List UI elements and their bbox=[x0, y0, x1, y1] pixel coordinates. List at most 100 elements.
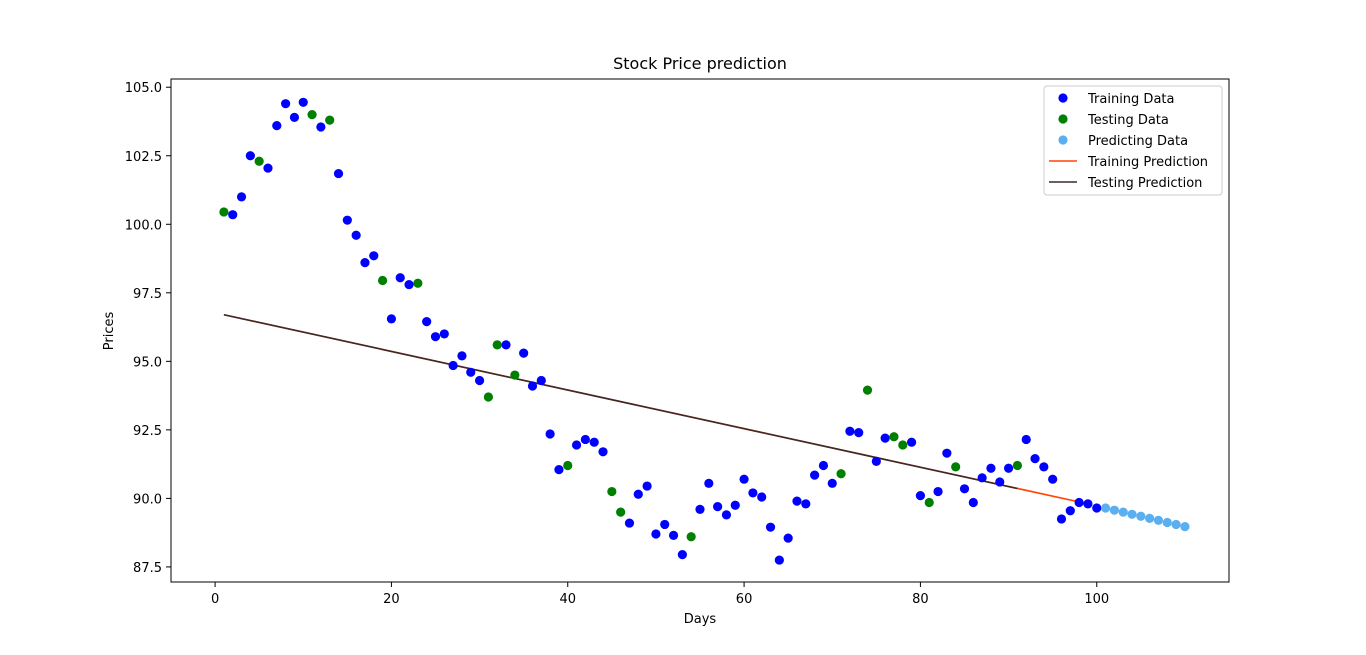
training-data-point bbox=[986, 463, 996, 473]
training-data-point bbox=[571, 440, 582, 450]
training-data-point bbox=[695, 504, 705, 514]
testing-data-point bbox=[413, 278, 423, 288]
training-data-point bbox=[959, 484, 970, 494]
training-data-point bbox=[739, 474, 749, 484]
training-data-point bbox=[536, 375, 546, 386]
y-tick-label: 105.0 bbox=[125, 81, 162, 96]
x-axis-label: Days bbox=[684, 612, 717, 627]
training-data-point bbox=[968, 497, 978, 508]
training-data-point bbox=[730, 500, 740, 510]
training-data-point bbox=[430, 332, 441, 342]
training-data-point bbox=[801, 499, 811, 509]
testing-data-point bbox=[924, 497, 934, 508]
testing-data-point bbox=[254, 156, 264, 166]
predicting-data-point bbox=[1118, 507, 1128, 517]
training-data-point bbox=[668, 530, 679, 541]
training-data-point bbox=[598, 447, 608, 457]
training-data-point bbox=[818, 460, 829, 471]
training-data-point bbox=[228, 210, 238, 220]
training-data-point bbox=[554, 465, 564, 475]
testing-data-point bbox=[862, 385, 873, 395]
training-data-point bbox=[527, 381, 538, 391]
training-data-point bbox=[236, 192, 247, 202]
plot-area bbox=[219, 97, 1190, 565]
testing-data-point bbox=[483, 392, 493, 402]
training-data-point bbox=[1003, 463, 1014, 473]
legend-label: Training Prediction bbox=[1087, 155, 1208, 170]
training-data-point bbox=[915, 491, 926, 501]
x-axis: 0 20 40 60 80 100 bbox=[211, 582, 1109, 607]
training-data-point bbox=[871, 456, 881, 466]
training-data-point bbox=[660, 519, 670, 530]
training-data-point bbox=[1030, 454, 1040, 464]
training-data-point bbox=[272, 120, 282, 131]
legend-marker bbox=[1058, 114, 1068, 124]
predicting-data-point bbox=[1127, 509, 1137, 519]
predicting-data-point bbox=[1100, 503, 1111, 513]
training-data-point bbox=[810, 470, 820, 480]
training-data-point bbox=[404, 279, 414, 290]
x-tick-label: 40 bbox=[559, 592, 576, 607]
y-tick-label: 100.0 bbox=[125, 218, 162, 233]
training-data-point bbox=[351, 230, 361, 240]
testing-data-point bbox=[325, 115, 335, 125]
training-data-point bbox=[880, 433, 890, 443]
training-data-point bbox=[316, 122, 326, 132]
y-tick-label: 90.0 bbox=[133, 492, 162, 507]
training-data-point bbox=[995, 477, 1005, 487]
predicting-data-point bbox=[1145, 513, 1155, 524]
training-data-point bbox=[263, 163, 273, 173]
predicting-data-point bbox=[1162, 517, 1172, 528]
training-data-point bbox=[333, 168, 344, 179]
testing-data-point bbox=[951, 462, 961, 472]
legend-label: Testing Data bbox=[1087, 113, 1169, 128]
y-tick-label: 95.0 bbox=[133, 355, 162, 370]
training-data-point bbox=[757, 492, 767, 502]
testing-data-point bbox=[836, 469, 846, 479]
training-data-point bbox=[713, 502, 723, 512]
training-data-point bbox=[827, 478, 837, 488]
training-data-point bbox=[360, 258, 370, 268]
testing-data-point bbox=[492, 340, 502, 350]
training-data-point bbox=[589, 437, 599, 447]
x-tick-label: 100 bbox=[1084, 592, 1109, 607]
training-data-point bbox=[1039, 462, 1049, 472]
training-data-point bbox=[342, 215, 352, 225]
legend-label: Training Data bbox=[1087, 92, 1174, 107]
legend-marker bbox=[1058, 93, 1068, 103]
testing-data-point bbox=[1012, 460, 1023, 471]
testing-data-point bbox=[616, 507, 626, 517]
legend-box bbox=[1043, 85, 1223, 196]
training-data-point bbox=[783, 533, 793, 543]
training-data-point bbox=[642, 481, 652, 491]
training-data-point bbox=[545, 429, 555, 439]
training-data-point bbox=[651, 529, 661, 539]
training-data-point bbox=[933, 486, 943, 497]
predicting-data-point bbox=[1180, 522, 1190, 532]
testing-data-point bbox=[607, 486, 617, 497]
training-data-point bbox=[704, 478, 714, 488]
training-data-point bbox=[501, 340, 511, 350]
training-data-point bbox=[519, 348, 529, 358]
y-axis: 87.5 90.0 92.5 95.0 97.5 100.0 102.5 105.0 bbox=[125, 81, 171, 576]
y-tick-label: 92.5 bbox=[133, 424, 162, 439]
testing-data-point bbox=[686, 532, 696, 542]
training-data-point bbox=[580, 434, 590, 445]
training-data-point bbox=[1092, 503, 1102, 513]
training-data-point bbox=[677, 549, 687, 560]
y-tick-label: 102.5 bbox=[125, 150, 162, 165]
training-data-point bbox=[281, 99, 291, 109]
chart-title: Stock Price prediction bbox=[613, 54, 787, 73]
training-data-point bbox=[466, 367, 476, 377]
testing-data-point bbox=[307, 110, 317, 120]
testing-data-point bbox=[563, 460, 573, 471]
training-data-point bbox=[1083, 499, 1093, 509]
x-tick-label: 0 bbox=[211, 592, 219, 607]
training-data-point bbox=[854, 428, 864, 438]
training-data-point bbox=[721, 510, 732, 520]
y-tick-label: 87.5 bbox=[133, 561, 162, 576]
training-data-point bbox=[907, 437, 917, 447]
testing-data-point bbox=[889, 432, 899, 442]
legend-marker bbox=[1058, 135, 1068, 145]
series-line-testing-prediction bbox=[223, 313, 1018, 490]
